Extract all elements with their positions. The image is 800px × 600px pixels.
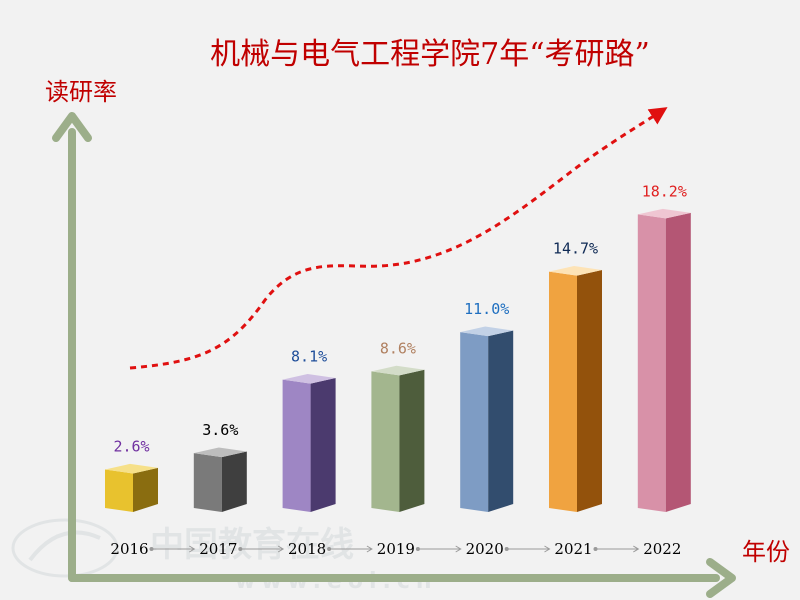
bar-top-2017 (193, 447, 247, 458)
x-axis-label: 年份 (742, 538, 790, 566)
year-connector-2016 (149, 545, 196, 553)
watermark-logo: 中国教育在线 www.eol.cn (11, 518, 432, 594)
year-connector-2019 (415, 545, 462, 553)
bar-2018 (282, 373, 336, 512)
bar-side-2017 (221, 451, 247, 512)
x-axis (68, 558, 736, 598)
bar-2021 (549, 266, 602, 512)
bar-top-2022 (637, 208, 691, 219)
bar-side-2019 (399, 369, 425, 512)
bar-2017 (193, 447, 247, 512)
year-connector-2018 (327, 545, 373, 553)
x-tick-2022: 2022 (643, 540, 681, 558)
bar-front-2021 (549, 271, 577, 512)
bar-front-2018 (282, 379, 311, 512)
bar-top-2018 (282, 373, 336, 384)
bar-side-2021 (577, 270, 602, 512)
bar-side-2022 (665, 212, 691, 512)
x-tick-2018: 2018 (288, 540, 326, 558)
x-tick-2019: 2019 (377, 540, 415, 558)
value-label-2016: 2.6% (113, 437, 149, 455)
bar-side-2016 (133, 467, 158, 512)
value-label-2021: 14.7% (553, 240, 598, 258)
year-connector-2017 (238, 545, 285, 553)
value-label-2020: 11.0% (464, 300, 509, 318)
x-tick-2016: 2016 (110, 540, 148, 558)
bar-front-2020 (460, 332, 489, 512)
watermark-text: 中国教育在线 (150, 525, 354, 565)
chart-title: 机械与电气工程学院7年“考研路” (210, 37, 650, 72)
year-connector-2020 (504, 545, 551, 553)
y-axis (52, 112, 92, 582)
bar-top-2020 (460, 326, 514, 337)
bar-side-2018 (310, 377, 336, 512)
x-tick-2017: 2017 (199, 540, 237, 558)
x-ticks-layer: 2016 2017 2018 2019 2020 2021 2022 (110, 540, 681, 558)
bar-2016 (105, 463, 158, 512)
bar-side-2020 (488, 330, 514, 512)
y-axis-label: 读研率 (45, 78, 117, 106)
bar-top-2019 (371, 365, 425, 376)
bars-layer (105, 208, 691, 512)
bar-front-2016 (105, 469, 133, 512)
labels-layer: 2.6% 3.6% 8.1% 8.6% 11.0% 14.7% 18.2% (113, 182, 686, 455)
bar-top-2016 (105, 463, 158, 474)
value-label-2019: 8.6% (380, 339, 416, 357)
bar-2019 (371, 365, 425, 512)
value-label-2018: 8.1% (291, 348, 327, 366)
bar-front-2022 (637, 214, 666, 512)
value-label-2022: 18.2% (642, 182, 687, 200)
bar-front-2019 (371, 371, 400, 512)
bar-2022 (637, 208, 691, 512)
x-tick-2020: 2020 (466, 540, 504, 558)
x-tick-2021: 2021 (554, 540, 592, 558)
bar-front-2017 (193, 453, 222, 512)
value-label-2017: 3.6% (202, 421, 238, 439)
bar-2020 (460, 326, 514, 512)
bar-top-2021 (549, 266, 602, 276)
year-connector-2021 (593, 545, 640, 553)
